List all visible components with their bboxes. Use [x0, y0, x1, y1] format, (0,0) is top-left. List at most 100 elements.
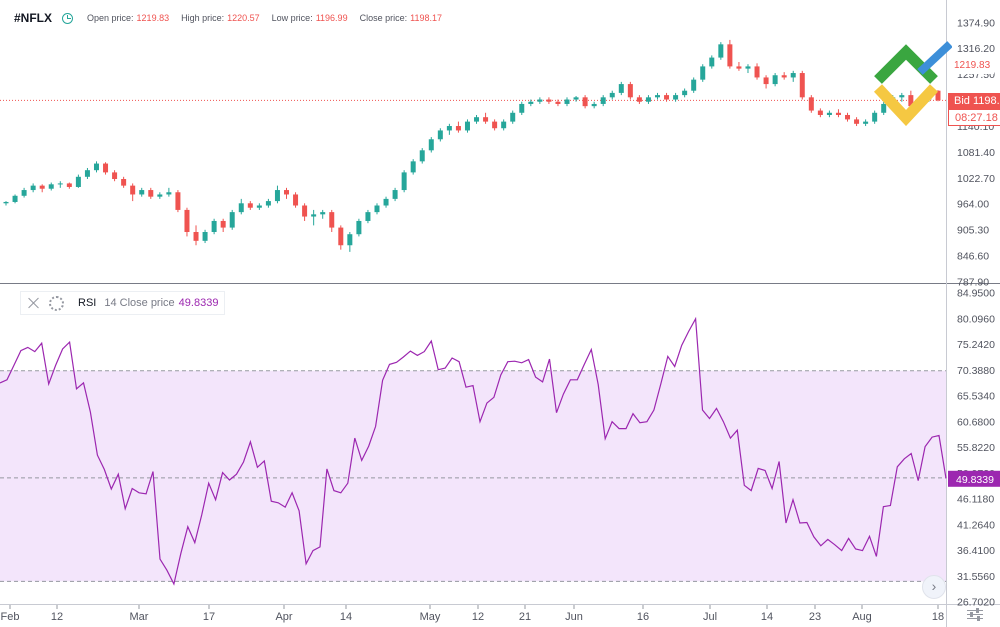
candle-body	[555, 101, 561, 104]
rsi-axis-tick: 41.2640	[957, 519, 995, 531]
time-axis-tick: 16	[637, 611, 649, 623]
time-axis-tick: Feb	[1, 611, 20, 623]
candle-body	[84, 170, 90, 177]
symbol-name[interactable]: #NFLX	[14, 11, 53, 25]
candle-body	[30, 185, 36, 191]
gear-icon[interactable]	[49, 295, 64, 311]
candle-body	[112, 172, 118, 180]
candle-body	[202, 232, 208, 241]
candle-body	[311, 214, 317, 217]
candle-body	[772, 75, 778, 85]
rsi-params: 14 Close price	[104, 297, 175, 309]
candle-body	[75, 176, 81, 187]
candle-body	[718, 44, 724, 58]
candle-body	[39, 185, 45, 189]
time-axis-tick: Jun	[565, 611, 583, 623]
price-axis-tick: 905.30	[957, 225, 989, 237]
candle-body	[365, 212, 371, 221]
candle-body	[582, 97, 588, 107]
rsi-last-value-label: 49.8339	[956, 474, 994, 486]
candle-body	[284, 190, 290, 195]
candle-body	[573, 97, 579, 100]
chart-settings-icon[interactable]	[966, 608, 984, 622]
candle-body	[57, 183, 63, 185]
candle-body	[419, 150, 425, 162]
candle-body	[492, 121, 498, 129]
scroll-right-button[interactable]: ›	[922, 575, 946, 599]
candle-body	[274, 190, 280, 202]
countdown-badge: 08:27.18	[948, 109, 1000, 126]
rsi-axis-tick: 31.5560	[957, 571, 995, 583]
open-price-label: Open price:	[87, 13, 134, 23]
candle-body	[437, 130, 443, 140]
time-axis-tick: 18	[932, 611, 944, 623]
candle-body	[256, 205, 262, 208]
candle-body	[854, 119, 860, 124]
price-axis-tick: 1374.90	[957, 17, 995, 29]
candle-body	[700, 66, 706, 80]
candle-body	[537, 99, 543, 102]
time-axis-tick: Apr	[275, 611, 292, 623]
candle-body	[66, 183, 72, 187]
price-axis-tick: 964.00	[957, 199, 989, 211]
rsi-axis-tick: 36.4100	[957, 545, 995, 557]
candle-body	[564, 99, 570, 104]
time-axis-tick: 17	[203, 611, 215, 623]
time-axis-tick: 21	[519, 611, 531, 623]
candle-body	[863, 121, 869, 124]
candle-body	[899, 95, 905, 98]
candle-body	[3, 201, 9, 204]
time-axis-tick: 14	[340, 611, 352, 623]
brand-logo	[873, 41, 952, 126]
candle-body	[428, 139, 434, 151]
candle-body	[329, 212, 335, 228]
time-axis-tick: Aug	[852, 611, 872, 623]
candle-body	[763, 77, 769, 85]
candle-body	[528, 101, 534, 104]
rsi-axis-tick: 26.7020	[957, 597, 995, 609]
candle-body	[93, 163, 99, 171]
candle-body	[401, 172, 407, 191]
candle-body	[193, 232, 199, 241]
candle-body	[817, 110, 823, 115]
rsi-axis-tick: 46.1180	[957, 494, 994, 506]
rsi-axis-tick: 55.8220	[957, 442, 995, 454]
low-price-label: Low price:	[271, 13, 313, 23]
candle-body	[664, 95, 670, 100]
candle-body	[872, 112, 878, 122]
candle-body	[130, 185, 136, 195]
price-axis-tick: 1316.20	[957, 43, 995, 55]
candle-body	[519, 103, 525, 113]
candle-body	[166, 192, 172, 195]
candle-body	[546, 99, 552, 102]
candle-body	[21, 190, 27, 196]
rsi-axis-tick: 84.9500	[957, 288, 995, 300]
candle-body	[338, 227, 344, 246]
candle-body	[410, 161, 416, 173]
price-axis-tick: 787.90	[957, 277, 989, 289]
candle-body	[293, 194, 299, 206]
rsi-axis-tick: 75.2420	[957, 339, 995, 351]
price-axis-tick: 1081.40	[957, 147, 995, 159]
candle-body	[265, 201, 271, 206]
candle-body	[754, 66, 760, 78]
candle-body	[727, 44, 733, 67]
close-icon[interactable]	[27, 296, 41, 310]
candle-body	[474, 117, 480, 122]
clock-icon[interactable]	[62, 12, 74, 24]
candle-body	[392, 190, 398, 199]
candle-body	[157, 194, 163, 197]
candle-body	[238, 203, 244, 213]
rsi-axis-tick: 80.0960	[957, 313, 995, 325]
price-axis-tick: 1022.70	[957, 173, 995, 185]
candle-body	[356, 220, 362, 235]
candle-body	[175, 192, 181, 210]
candle-body	[374, 205, 380, 213]
candle-body	[745, 66, 751, 69]
price-axis-tick: 846.60	[957, 251, 989, 263]
candle-body	[845, 114, 851, 120]
candle-body	[591, 103, 597, 107]
time-axis-tick: 14	[761, 611, 773, 623]
candle-body	[627, 84, 633, 98]
